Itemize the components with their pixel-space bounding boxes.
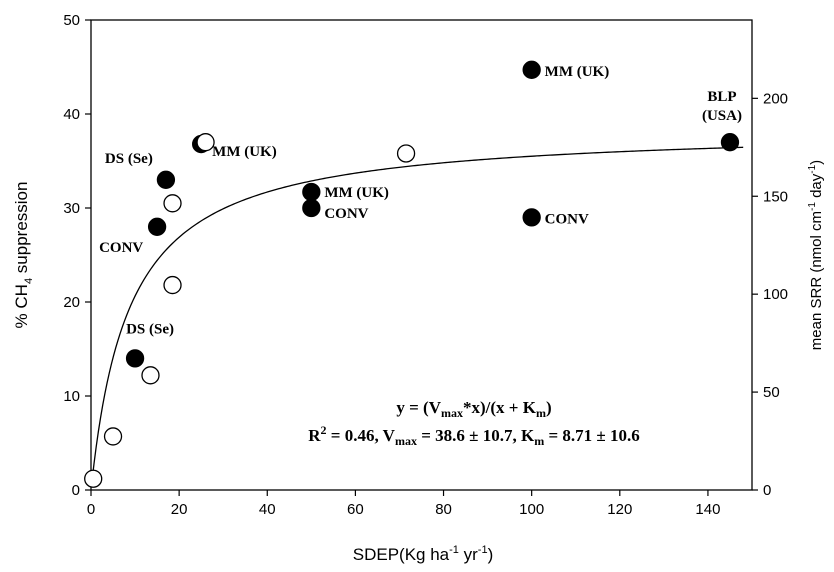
data-points xyxy=(84,60,740,488)
equation-line-2: R2 = 0.46, Vmax = 38.6 ± 10.7, Km = 8.71… xyxy=(308,423,639,448)
x-tick-label: 60 xyxy=(347,501,364,518)
y-left-tick-label: 10 xyxy=(63,388,80,405)
filled-data-point xyxy=(125,349,145,368)
x-axis-title: SDEP(Kg ha-1 yr-1) xyxy=(353,544,494,564)
filled-data-point xyxy=(302,182,321,202)
open-data-point xyxy=(163,275,182,295)
point-label: MM (UK) xyxy=(324,185,389,201)
y-right-tick-label: 0 xyxy=(763,482,771,499)
point-label: (USA) xyxy=(702,108,742,124)
x-tick-label: 140 xyxy=(695,501,720,518)
y-axis-right-ticks: 0 50 100 150 200 xyxy=(752,90,788,499)
point-label: BLP xyxy=(707,89,736,105)
y-left-tick-label: 30 xyxy=(63,200,80,217)
y-right-tick-label: 150 xyxy=(763,188,788,205)
x-tick-label: 20 xyxy=(171,501,188,518)
fit-curve xyxy=(91,146,744,482)
y-axis-left-title: % CH4 suppression xyxy=(12,182,35,329)
open-data-point xyxy=(396,144,416,163)
y-left-tick-label: 20 xyxy=(63,294,80,311)
x-tick-label: 0 xyxy=(87,501,95,518)
y-left-tick-label: 50 xyxy=(63,12,80,29)
equation-line-1: y = (Vmax*x)/(x + Km) xyxy=(396,398,551,420)
y-left-tick-label: 40 xyxy=(63,106,80,123)
filled-data-point xyxy=(720,133,740,152)
point-labels: DS (Se) CONV DS (Se) MM (UK) MM (UK) CONV MM (… xyxy=(99,64,742,338)
x-tick-label: 80 xyxy=(435,501,452,518)
x-tick-label: 100 xyxy=(519,501,544,518)
plot-frame xyxy=(90,19,753,491)
x-tick-label: 40 xyxy=(259,501,276,518)
x-axis-ticks: 0 20 40 60 80 100 120 140 xyxy=(87,490,720,518)
filled-data-point xyxy=(147,217,167,236)
filled-data-point xyxy=(522,208,541,227)
point-label: DS (Se) xyxy=(105,151,153,167)
point-label: CONV xyxy=(324,206,368,222)
open-data-point xyxy=(196,133,215,152)
point-label: CONV xyxy=(545,211,589,227)
y-right-tick-label: 200 xyxy=(763,90,788,107)
point-label: MM (UK) xyxy=(212,144,277,160)
y-axis-right-title: mean SRR (nmol cm-1 day-1) xyxy=(807,160,825,350)
x-tick-label: 120 xyxy=(607,501,632,518)
filled-data-point xyxy=(302,198,321,218)
filled-data-point xyxy=(522,60,541,79)
point-label: DS (Se) xyxy=(126,321,174,337)
open-data-point xyxy=(103,427,123,446)
open-data-point xyxy=(84,469,103,488)
y-right-tick-label: 50 xyxy=(763,384,780,401)
y-left-tick-label: 0 xyxy=(72,482,80,499)
point-label: MM (UK) xyxy=(545,64,610,80)
open-data-point xyxy=(141,366,160,385)
filled-data-point xyxy=(156,170,176,189)
open-data-point xyxy=(163,194,182,213)
point-label: CONV xyxy=(99,240,143,256)
y-axis-left-ticks: 0 10 20 30 40 50 xyxy=(63,12,91,499)
y-right-tick-label: 100 xyxy=(763,286,788,303)
